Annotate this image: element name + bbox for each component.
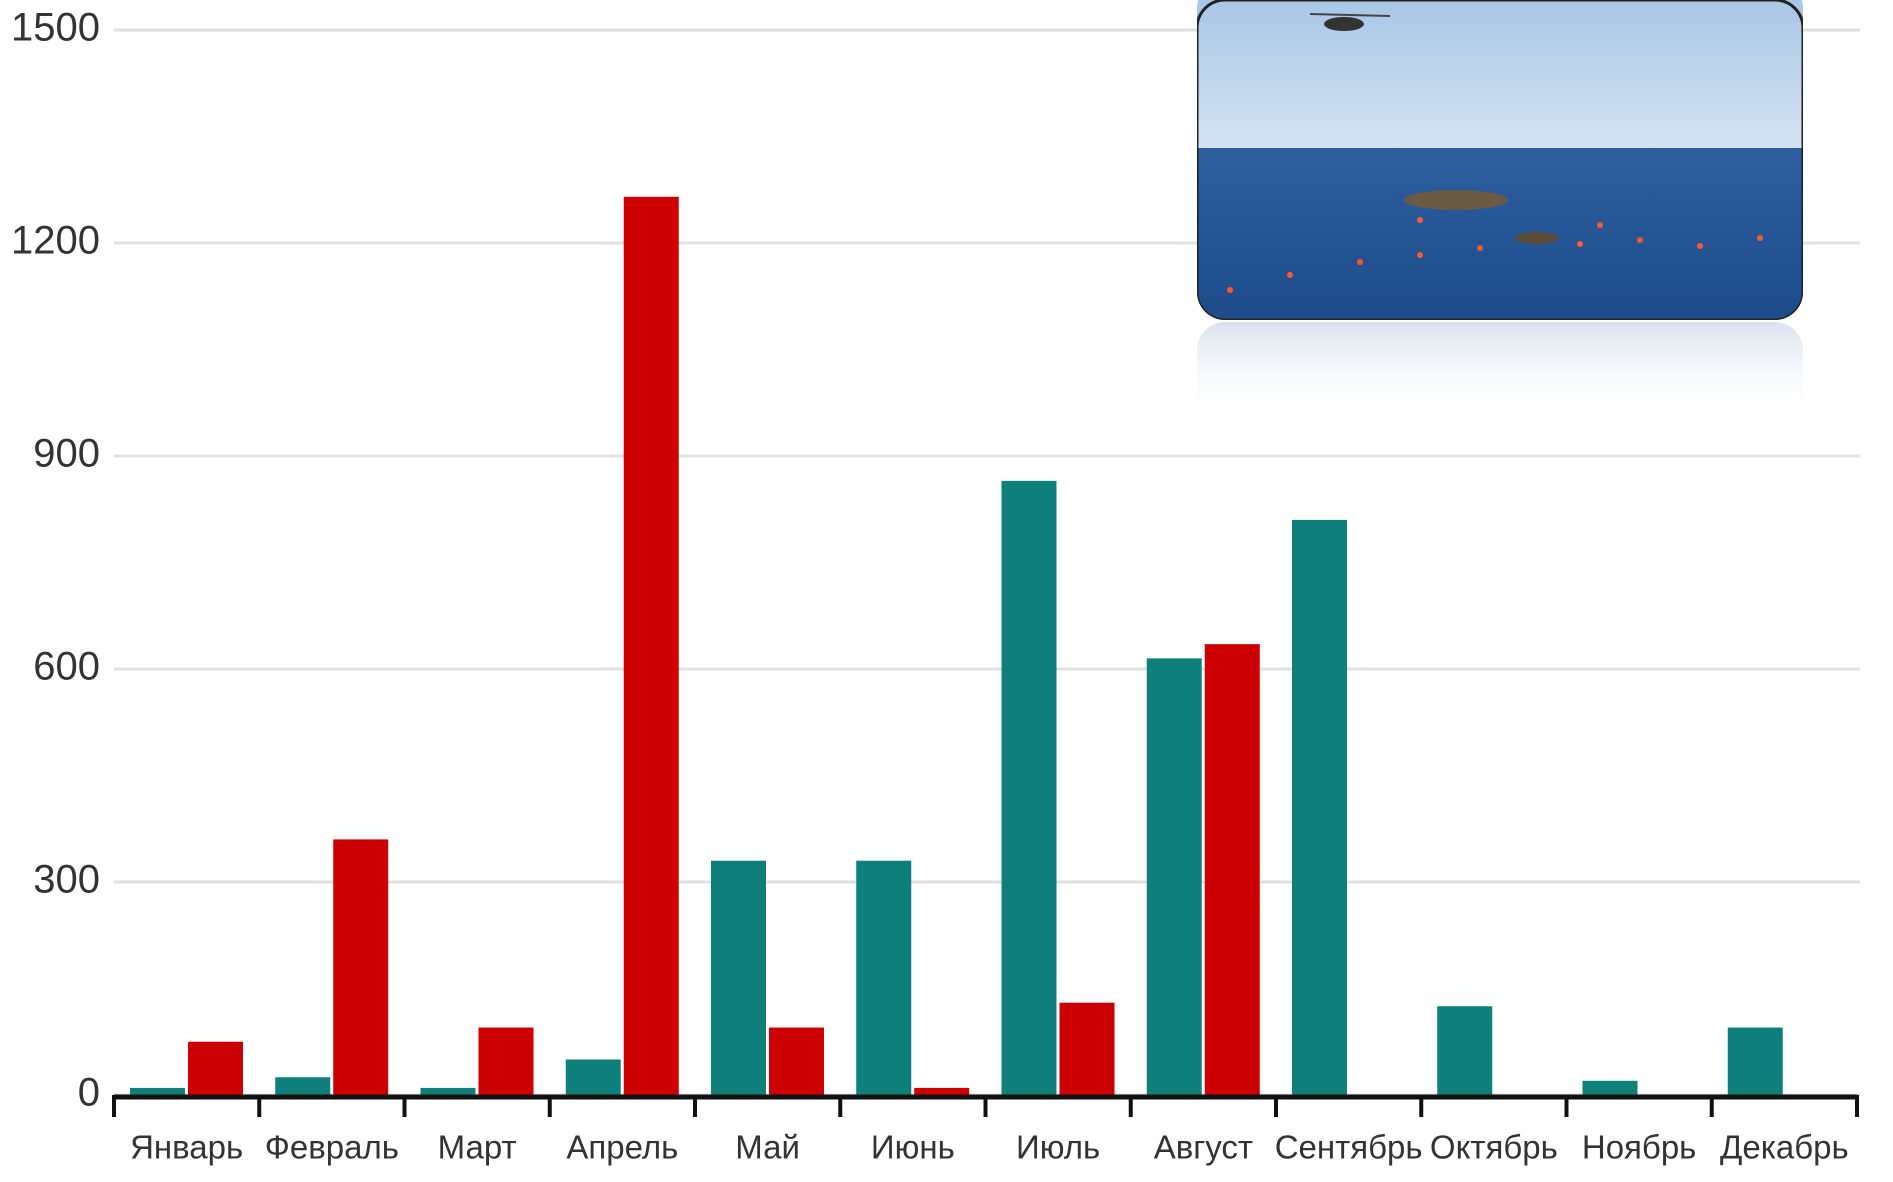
bar xyxy=(711,860,766,1095)
x-tick-label: Апрель xyxy=(566,1129,678,1166)
x-tick-label: Февраль xyxy=(265,1129,399,1166)
y-tick-label: 1500 xyxy=(11,6,100,50)
bar xyxy=(623,196,679,1096)
y-tick-label: 600 xyxy=(33,645,100,689)
y-tick-label: 300 xyxy=(33,858,100,902)
y-tick-label: 900 xyxy=(33,432,100,476)
bar xyxy=(188,1041,243,1095)
bar xyxy=(275,1077,331,1095)
bar xyxy=(1582,1080,1638,1095)
x-tick-label: Ноябрь xyxy=(1582,1129,1697,1166)
x-tick-label: Декабрь xyxy=(1720,1129,1849,1166)
x-tick-label: Июнь xyxy=(871,1129,955,1166)
bar xyxy=(1292,519,1347,1095)
bar xyxy=(856,860,912,1095)
bar xyxy=(1146,658,1202,1095)
bar xyxy=(1727,1027,1783,1095)
bar xyxy=(1204,644,1260,1095)
x-tick-label: Май xyxy=(735,1129,800,1166)
x-tick-label: Сентябрь xyxy=(1275,1129,1423,1166)
photo-reflection xyxy=(1197,322,1803,422)
bar xyxy=(769,1027,824,1095)
x-tick-label: Август xyxy=(1154,1129,1253,1166)
x-tick-label: Март xyxy=(438,1129,517,1166)
bar xyxy=(478,1027,534,1095)
bar xyxy=(1437,1006,1493,1095)
y-tick-label: 1200 xyxy=(11,219,100,263)
bar xyxy=(1059,1002,1115,1095)
x-tick-label: Июль xyxy=(1016,1129,1100,1166)
bar xyxy=(333,839,389,1095)
bar xyxy=(1001,480,1057,1096)
plot-area: 0 300 600 900 1200 1500 Январь Февраль Март Апрел… xyxy=(11,6,1860,1166)
bar xyxy=(420,1087,476,1095)
x-tick-label: Октябрь xyxy=(1430,1129,1558,1166)
y-tick-label: 0 xyxy=(78,1071,100,1115)
bar xyxy=(914,1087,970,1095)
bar xyxy=(130,1087,185,1095)
photo xyxy=(1197,0,1803,320)
x-tick-label: Январь xyxy=(130,1129,243,1166)
bar xyxy=(565,1059,621,1095)
